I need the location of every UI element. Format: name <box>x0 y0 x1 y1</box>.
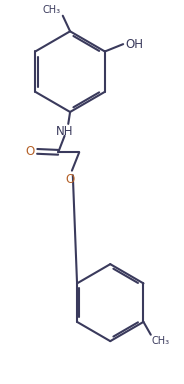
Text: O: O <box>66 174 75 186</box>
Text: CH₃: CH₃ <box>152 336 170 346</box>
Text: CH₃: CH₃ <box>43 5 61 15</box>
Text: OH: OH <box>125 38 143 51</box>
Text: O: O <box>26 145 35 158</box>
Text: NH: NH <box>56 125 73 138</box>
